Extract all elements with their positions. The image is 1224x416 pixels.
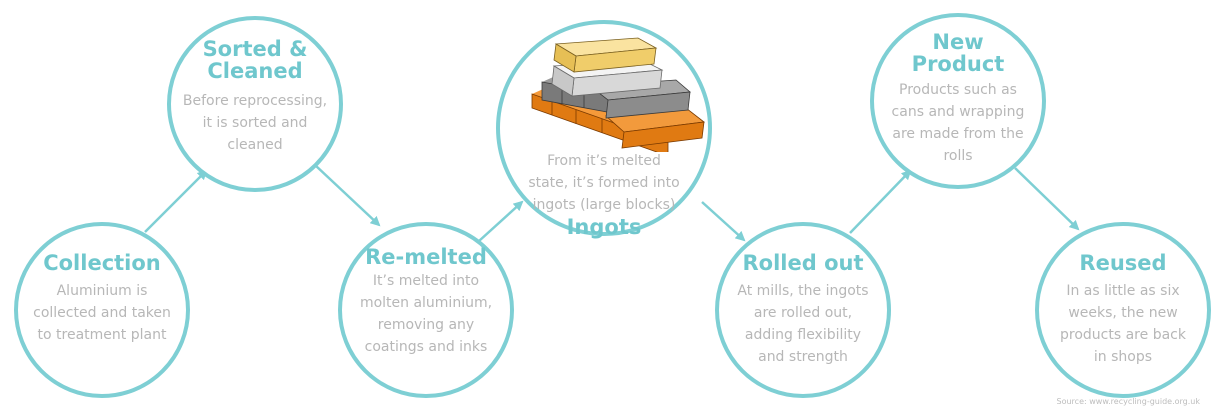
ingot-stack-illustration (531, 37, 706, 152)
step-title: Re-melted (365, 245, 487, 269)
source-credit: Source: www.recycling-guide.org.uk (1056, 397, 1200, 406)
step-description: At mills, the ingots are rolled out, add… (737, 283, 869, 365)
arrow-newproduct-to-reused (1014, 167, 1080, 231)
arrow-rolled-to-newproduct (849, 169, 912, 234)
step-description: It’s melted into molten aluminium, remov… (359, 273, 493, 355)
step-title: New Product (911, 30, 1005, 76)
step-description: From it’s melted state, it’s formed into… (528, 153, 680, 213)
step-title: Reused (1079, 251, 1167, 275)
arrow-remelted-to-ingots (478, 200, 524, 242)
step-collection: Collection Aluminium is collected and ta… (14, 222, 190, 398)
step-title: Ingots (566, 215, 642, 239)
step-rolled-out: Rolled out At mills, the ingots are roll… (715, 222, 891, 398)
step-title: Rolled out (742, 251, 864, 275)
step-description: Aluminium is collected and taken to trea… (33, 283, 171, 343)
arrow-collection-to-sorted (144, 169, 208, 233)
arrow-ingots-to-rolled (701, 201, 746, 242)
step-title: Collection (43, 251, 161, 275)
step-description: In as little as six weeks, the new produ… (1060, 283, 1186, 365)
step-reused: Reused In as little as six weeks, the ne… (1035, 222, 1211, 398)
arrow-sorted-to-remelted (314, 164, 381, 227)
step-ingots: From it’s melted state, it’s formed into… (496, 20, 712, 239)
step-sorted-cleaned: Sorted & Cleaned Before reprocessing, it… (167, 16, 343, 192)
step-title: Sorted & Cleaned (202, 37, 308, 83)
step-description: Products such as cans and wrapping are m… (891, 82, 1025, 164)
step-remelted: Re-melted It’s melted into molten alumin… (338, 222, 514, 398)
step-new-product: New Product Products such as cans and wr… (870, 13, 1046, 189)
step-description: Before reprocessing, it is sorted and cl… (182, 93, 328, 153)
